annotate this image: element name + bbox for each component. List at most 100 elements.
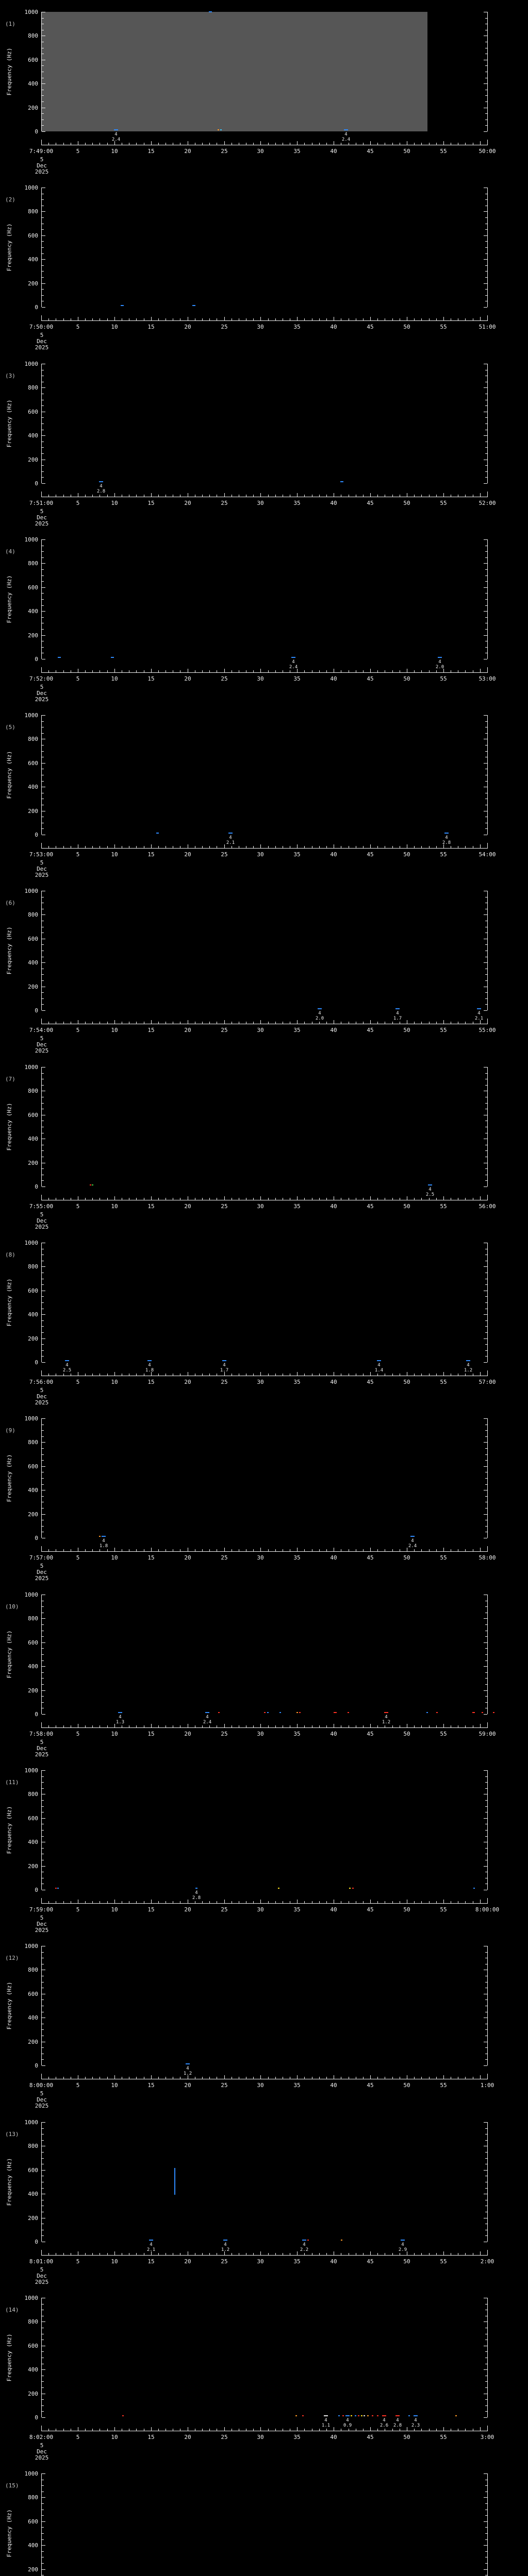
x-tick xyxy=(158,1022,159,1024)
x-tick xyxy=(158,495,159,497)
x-tick xyxy=(48,2077,49,2079)
x-tick xyxy=(275,846,276,848)
y-tick xyxy=(42,1338,45,1339)
x-tick-label: 25 xyxy=(221,1731,228,1737)
y-tick xyxy=(485,2029,487,2030)
x-tick-label: 5 xyxy=(76,1379,80,1385)
detection-dash xyxy=(102,1536,106,1537)
x-tick xyxy=(326,1198,327,1200)
detection-dash xyxy=(223,2240,227,2241)
x-tick-label: 55 xyxy=(440,1379,447,1385)
x-tick xyxy=(326,846,327,848)
y-tick-label: 0 xyxy=(35,2239,38,2245)
x-tick xyxy=(421,670,422,672)
y-tick xyxy=(484,2521,487,2522)
x-tick-label: 25 xyxy=(221,1027,228,1033)
detection-count: 4 xyxy=(414,2418,417,2423)
x-tick xyxy=(63,2429,64,2431)
date-label: 5 Dec 2025 xyxy=(26,1036,57,1054)
y-tick xyxy=(484,715,487,716)
x-tick-label: 20 xyxy=(184,1906,191,1913)
x-tick xyxy=(465,846,466,848)
x-tick-label: 15 xyxy=(147,1906,155,1913)
x-tick xyxy=(224,1724,225,1727)
start-time-label: 7:56:00 xyxy=(29,1379,54,1385)
detection-speck xyxy=(367,2415,369,2416)
x-tick xyxy=(297,1020,298,1024)
date-line: Dec xyxy=(37,1569,47,1575)
x-tick xyxy=(260,1196,261,1200)
x-tick xyxy=(392,143,393,145)
y-tick xyxy=(485,980,487,981)
y-tick xyxy=(42,1800,44,1801)
x-tick xyxy=(224,2427,225,2431)
panel-number: (9) xyxy=(5,1427,15,1434)
y-tick xyxy=(42,2503,44,2504)
x-tick xyxy=(48,495,49,497)
x-tick xyxy=(414,2253,415,2255)
y-tick xyxy=(485,2411,487,2412)
x-tick xyxy=(443,1900,444,1903)
y-tick-label: 600 xyxy=(28,232,38,239)
detection-dash xyxy=(114,129,118,130)
x-tick xyxy=(151,1548,152,1551)
date-line: Dec xyxy=(37,1217,47,1224)
panel-number: (12) xyxy=(5,1955,19,1961)
x-tick xyxy=(370,2427,371,2431)
y-tick xyxy=(42,2158,44,2159)
x-tick-label: 10 xyxy=(111,324,118,330)
end-time-label: 56:00 xyxy=(478,1203,496,1210)
x-tick-label: 25 xyxy=(221,1554,228,1561)
start-time-label: 7:54:00 xyxy=(29,1027,54,1033)
x-tick xyxy=(158,2077,159,2079)
x-tick xyxy=(443,2427,444,2431)
x-tick xyxy=(326,1374,327,1376)
date-line: 5 xyxy=(40,859,44,866)
y-tick xyxy=(485,2351,487,2352)
y-tick-label: 600 xyxy=(28,584,38,591)
detection-annotation: 4 2.4 xyxy=(194,1715,220,1725)
detection-count: 4 xyxy=(396,2418,399,2423)
x-tick xyxy=(421,1022,422,1024)
y-tick xyxy=(485,477,487,478)
detection-value: 2.4 xyxy=(289,665,298,670)
x-tick xyxy=(465,318,466,320)
y-tick xyxy=(485,295,487,296)
x-tick-label: 10 xyxy=(111,1554,118,1561)
x-tick xyxy=(436,495,437,497)
y-tick xyxy=(42,992,44,993)
date-line: Dec xyxy=(37,1041,47,1048)
detection-speck xyxy=(358,2415,359,2416)
detection-count: 4 xyxy=(344,132,348,137)
y-axis-title: Frequency (Hz) xyxy=(6,1454,13,1502)
x-tick-label: 35 xyxy=(293,2082,301,2089)
x-tick-label: 5 xyxy=(76,148,80,155)
x-tick xyxy=(421,1198,422,1200)
detection-speck xyxy=(122,2415,124,2416)
x-tick-label: 45 xyxy=(367,324,374,330)
date-line: 5 xyxy=(40,1914,44,1921)
y-axis-title: Frequency (Hz) xyxy=(6,2333,13,2382)
y-tick xyxy=(42,1818,45,1819)
y-tick xyxy=(485,1788,487,1789)
date-line: 2025 xyxy=(35,696,49,703)
y-tick xyxy=(42,1672,44,1673)
y-tick xyxy=(485,471,487,472)
x-tick-label: 20 xyxy=(184,1554,191,1561)
detection-speck xyxy=(482,1712,483,1713)
x-tick xyxy=(377,2077,378,2079)
y-tick xyxy=(42,1362,45,1363)
detection-speck xyxy=(352,1888,354,1889)
y-tick xyxy=(42,1266,45,1267)
y-tick xyxy=(42,113,44,114)
x-tick xyxy=(319,495,320,497)
y-tick xyxy=(484,1714,487,1715)
x-tick-label: 40 xyxy=(330,148,337,155)
y-tick xyxy=(484,259,487,260)
y-tick xyxy=(42,611,45,612)
x-tick xyxy=(363,2429,364,2431)
y-tick xyxy=(485,605,487,606)
x-tick xyxy=(363,846,364,848)
detection-count: 4 xyxy=(303,2242,306,2247)
x-tick xyxy=(136,670,137,672)
